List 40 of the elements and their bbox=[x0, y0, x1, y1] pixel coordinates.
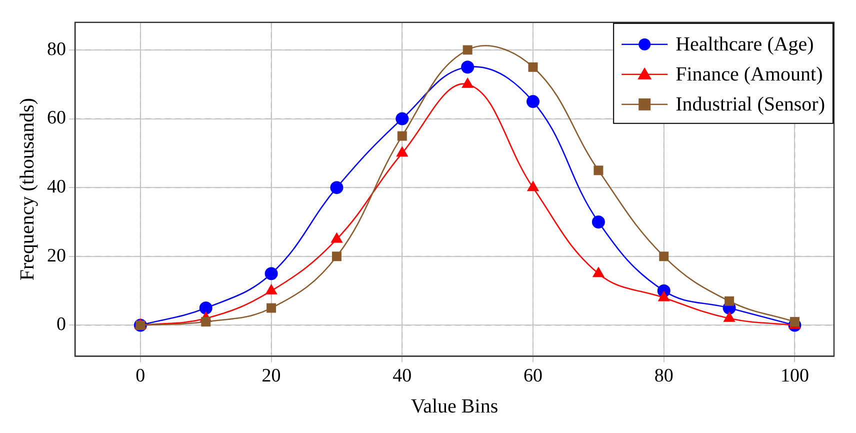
point bbox=[396, 112, 409, 126]
y-tick-label: 20 bbox=[47, 245, 66, 266]
point bbox=[264, 267, 278, 280]
legend-label: Industrial (Sensor) bbox=[676, 94, 826, 116]
y-tick-label: 40 bbox=[47, 176, 66, 198]
y-axis-title: Frequency (thousands) bbox=[16, 98, 38, 281]
point bbox=[397, 131, 407, 141]
point bbox=[330, 181, 344, 194]
y-tick-label: 80 bbox=[47, 38, 66, 60]
point bbox=[594, 166, 604, 176]
point bbox=[526, 95, 540, 108]
point bbox=[396, 146, 408, 157]
x-tick-label: 20 bbox=[262, 366, 281, 387]
point bbox=[331, 232, 342, 243]
legend-label: Healthcare (Age) bbox=[676, 34, 814, 56]
x-axis-title: Value Bins bbox=[410, 395, 498, 418]
point bbox=[592, 267, 604, 278]
point bbox=[724, 296, 734, 306]
point bbox=[461, 60, 474, 74]
legend-label: Finance (Amount) bbox=[676, 64, 823, 86]
point bbox=[266, 303, 276, 313]
point bbox=[527, 181, 539, 192]
point bbox=[659, 252, 669, 262]
point bbox=[592, 215, 605, 228]
point bbox=[462, 45, 472, 55]
x-tick-label: 40 bbox=[392, 366, 412, 387]
x-tick-label: 60 bbox=[524, 366, 543, 387]
point bbox=[724, 312, 736, 322]
y-tick-label: 0 bbox=[56, 314, 66, 336]
y-tick-label: 60 bbox=[47, 108, 66, 129]
x-tick-label: 80 bbox=[654, 366, 674, 387]
point bbox=[528, 62, 538, 72]
x-tick-label: 0 bbox=[136, 366, 146, 387]
point bbox=[266, 284, 277, 294]
point bbox=[332, 252, 342, 262]
point bbox=[199, 302, 212, 315]
point bbox=[201, 317, 211, 327]
x-tick-label: 100 bbox=[780, 366, 809, 387]
point bbox=[658, 291, 670, 302]
point bbox=[462, 78, 474, 88]
